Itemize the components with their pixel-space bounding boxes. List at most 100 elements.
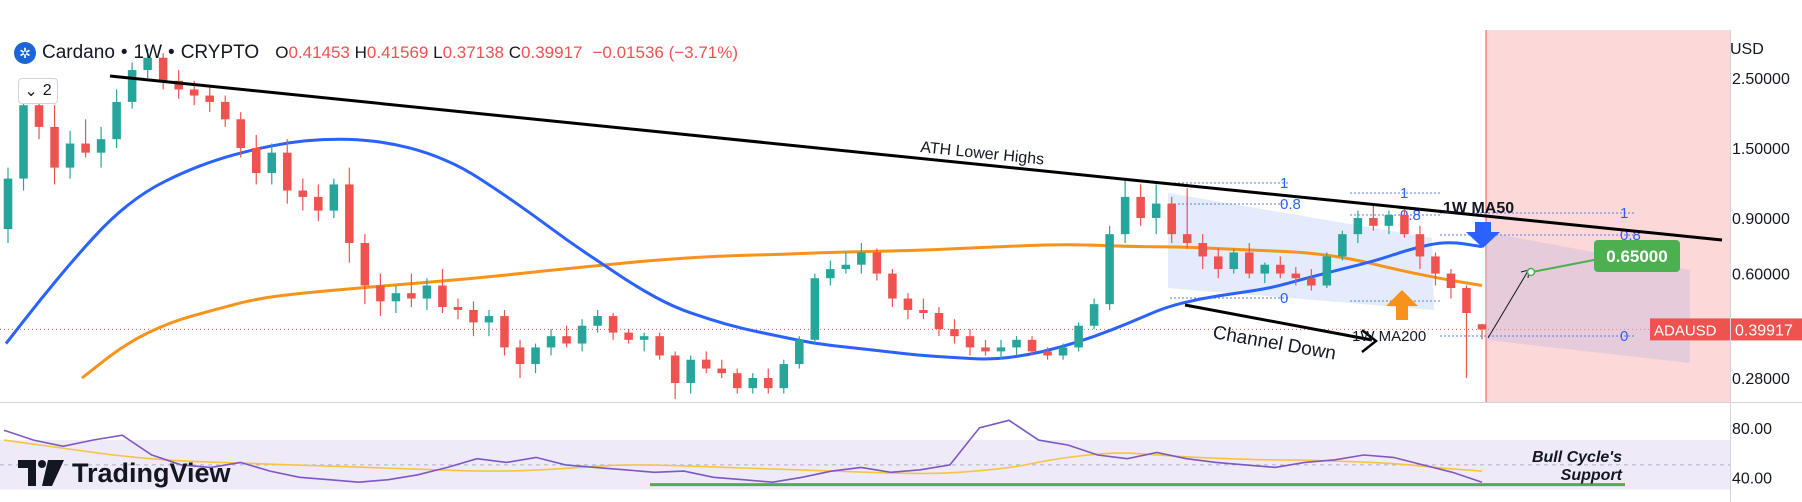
currency-selector[interactable]: USD — [1730, 41, 1764, 58]
candle-body — [1120, 196, 1130, 235]
ma50-line — [4, 137, 1483, 361]
exchange-label: CRYPTO — [180, 42, 260, 63]
interval-label[interactable]: 1W — [133, 42, 163, 63]
target-box — [1594, 240, 1680, 272]
candle-body — [283, 152, 292, 191]
candle-body — [1276, 264, 1285, 274]
fib-level-label: 1 — [1400, 185, 1408, 202]
candle-body — [329, 184, 339, 211]
candle-body — [469, 309, 478, 323]
candle-body — [841, 264, 851, 270]
chart-header: ✲ Cardano • 1W • CRYPTO O0.41453 H0.4156… — [14, 40, 738, 66]
candle-body — [810, 278, 820, 340]
candle-body — [1151, 203, 1161, 219]
candle-body — [546, 336, 556, 348]
candle-body — [1260, 264, 1270, 274]
candle-body — [407, 293, 416, 299]
candle-body — [314, 196, 323, 211]
open-value: 0.41453 — [288, 43, 350, 62]
candle-body — [1089, 304, 1099, 326]
candle-body — [950, 329, 959, 337]
price-tick-label: 2.50000 — [1732, 71, 1790, 88]
candle-body — [391, 293, 401, 302]
candle-body — [717, 368, 726, 374]
candle-body — [996, 347, 1006, 352]
candle-body — [158, 57, 168, 81]
candle-body — [903, 298, 913, 310]
low-value: 0.37138 — [442, 43, 505, 62]
candle-body — [3, 178, 13, 230]
candle-body — [422, 285, 432, 299]
candle-body — [1353, 218, 1363, 235]
candle-body — [1136, 196, 1145, 219]
candle-body — [220, 101, 230, 120]
candle-body — [577, 325, 587, 344]
candle-body — [1369, 218, 1378, 226]
candle-body — [531, 347, 540, 365]
candle-body — [500, 316, 509, 348]
candle-body — [1229, 252, 1239, 270]
cardano-logo-icon: ✲ — [14, 42, 36, 64]
channel-arrow-icon — [1361, 329, 1379, 353]
indicator-count: 2 — [42, 82, 52, 99]
candle-body — [888, 273, 897, 299]
target-anchor — [1526, 267, 1536, 277]
candle-body — [143, 57, 152, 71]
candle-body — [655, 336, 664, 356]
candle-body — [1244, 252, 1254, 274]
symbol-name[interactable]: Cardano — [42, 42, 115, 63]
ma200-label: 1W MA200 — [1352, 328, 1426, 345]
candle-body — [965, 336, 975, 348]
candle-body — [1213, 256, 1223, 270]
candle-body — [453, 307, 463, 310]
candle-body — [701, 359, 711, 369]
candle-body — [919, 309, 928, 313]
watermark-text: TradingView — [72, 457, 231, 488]
support-label-line2: Support — [1561, 467, 1623, 484]
candle-body — [1105, 234, 1114, 305]
candle-body — [732, 373, 742, 389]
candle-body — [593, 316, 602, 326]
candle-body — [1322, 256, 1332, 286]
candle-body — [1182, 234, 1192, 244]
fib-level-label: 0 — [1620, 328, 1628, 345]
high-label: H — [354, 43, 367, 62]
candle-body — [624, 332, 633, 340]
projection-path — [1487, 270, 1529, 339]
high-value: 0.41569 — [366, 43, 429, 62]
candle-body — [795, 339, 804, 365]
candle-body — [981, 347, 990, 352]
fib-level-label: 1 — [1620, 205, 1628, 222]
candle-body — [1307, 278, 1316, 286]
fib-level-label: 1 — [1280, 175, 1288, 192]
rsi-tick-label: 40.00 — [1732, 470, 1772, 487]
fib-level-label: 0.8 — [1280, 196, 1301, 213]
candle-body — [112, 101, 121, 140]
candle-body — [857, 252, 866, 265]
price-tick-label: 1.50000 — [1732, 141, 1790, 158]
symbol-label-box — [1650, 318, 1730, 341]
candle-body — [1477, 324, 1487, 330]
candle-body — [1431, 256, 1440, 274]
candle-body — [748, 377, 758, 389]
candle-body — [267, 152, 277, 174]
candle-body — [1058, 347, 1068, 356]
candle-body — [639, 336, 649, 340]
ohlc-readout: O0.41453 H0.41569 L0.37138 C0.39917 — [275, 43, 582, 63]
ath-lower-highs-trendline — [109, 74, 1723, 242]
indicators-toggle-button[interactable]: ⌄ 2 — [18, 78, 58, 104]
candle-body — [1074, 325, 1083, 348]
candle-body — [562, 336, 571, 344]
ma50-down-arrow-icon — [1466, 222, 1500, 248]
candle-body — [189, 89, 199, 96]
change-value: −0.01536 (−3.71%) — [592, 43, 739, 62]
candle-body — [127, 70, 137, 102]
candle-body — [50, 126, 59, 168]
support-label-line1: Bull Cycle's — [1532, 449, 1622, 466]
ma200-up-arrow-icon — [1386, 290, 1418, 320]
chevron-down-icon: ⌄ — [24, 83, 38, 100]
candle-body — [298, 190, 308, 197]
price-tick-label: 0.60000 — [1732, 267, 1790, 284]
close-label: C — [508, 43, 522, 62]
